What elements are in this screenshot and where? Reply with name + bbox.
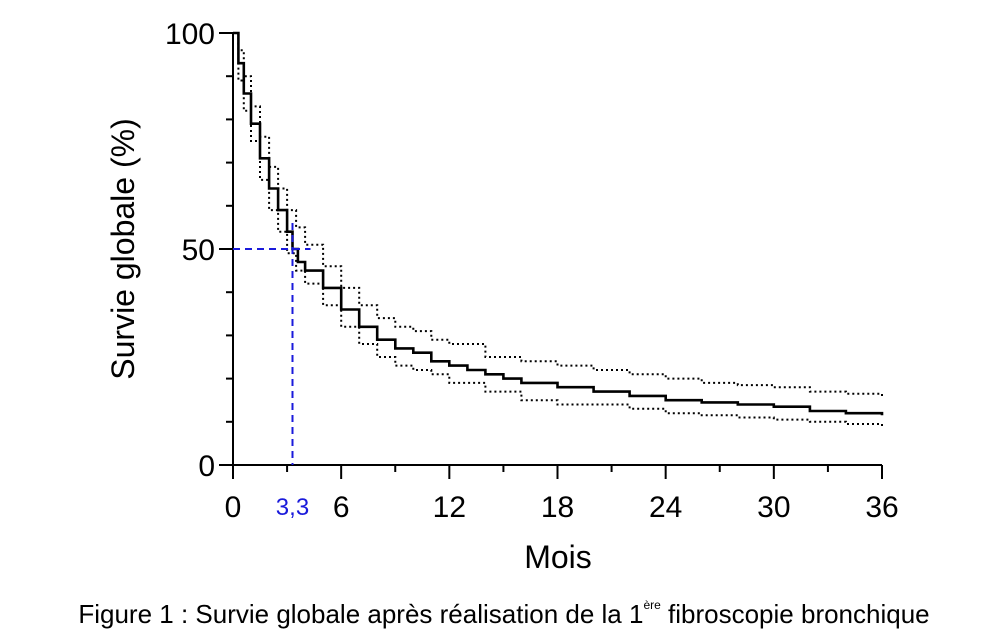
figure-caption: Figure 1 : Survie globale après réalisat… [0,598,1008,630]
x-tick-label: 6 [333,491,350,524]
caption-prefix: Figure 1 : Survie globale après réalisat… [78,599,644,629]
upper-ci-line [233,32,883,398]
median-label: 3,3 [276,494,309,521]
survival-curve [233,31,884,416]
x-tick-label: 30 [757,491,790,524]
lower-ci-line [233,32,883,429]
y-tick-label: 100 [165,18,215,51]
x-tick-label: 36 [865,491,898,524]
y-axis-label: Survie globale (%) [105,118,141,379]
x-axis-label: Mois [524,539,592,575]
survival-chart: 0 50 100 0 6 12 18 24 30 36 3,3 Mois Survie globa… [105,18,899,575]
series-layer [233,31,884,429]
x-tick-label: 12 [433,491,466,524]
caption-suffix: fibroscopie bronchique [660,599,930,629]
caption-superscript: ère [643,598,661,612]
x-tick-label: 24 [649,491,682,524]
x-tick-label: 18 [541,491,574,524]
axes: 0 50 100 0 6 12 18 24 30 36 [165,18,899,524]
y-tick-label: 50 [182,234,215,267]
median-layer: 3,3 [233,223,311,521]
y-tick-label: 0 [198,450,215,483]
x-tick-label: 0 [225,491,242,524]
